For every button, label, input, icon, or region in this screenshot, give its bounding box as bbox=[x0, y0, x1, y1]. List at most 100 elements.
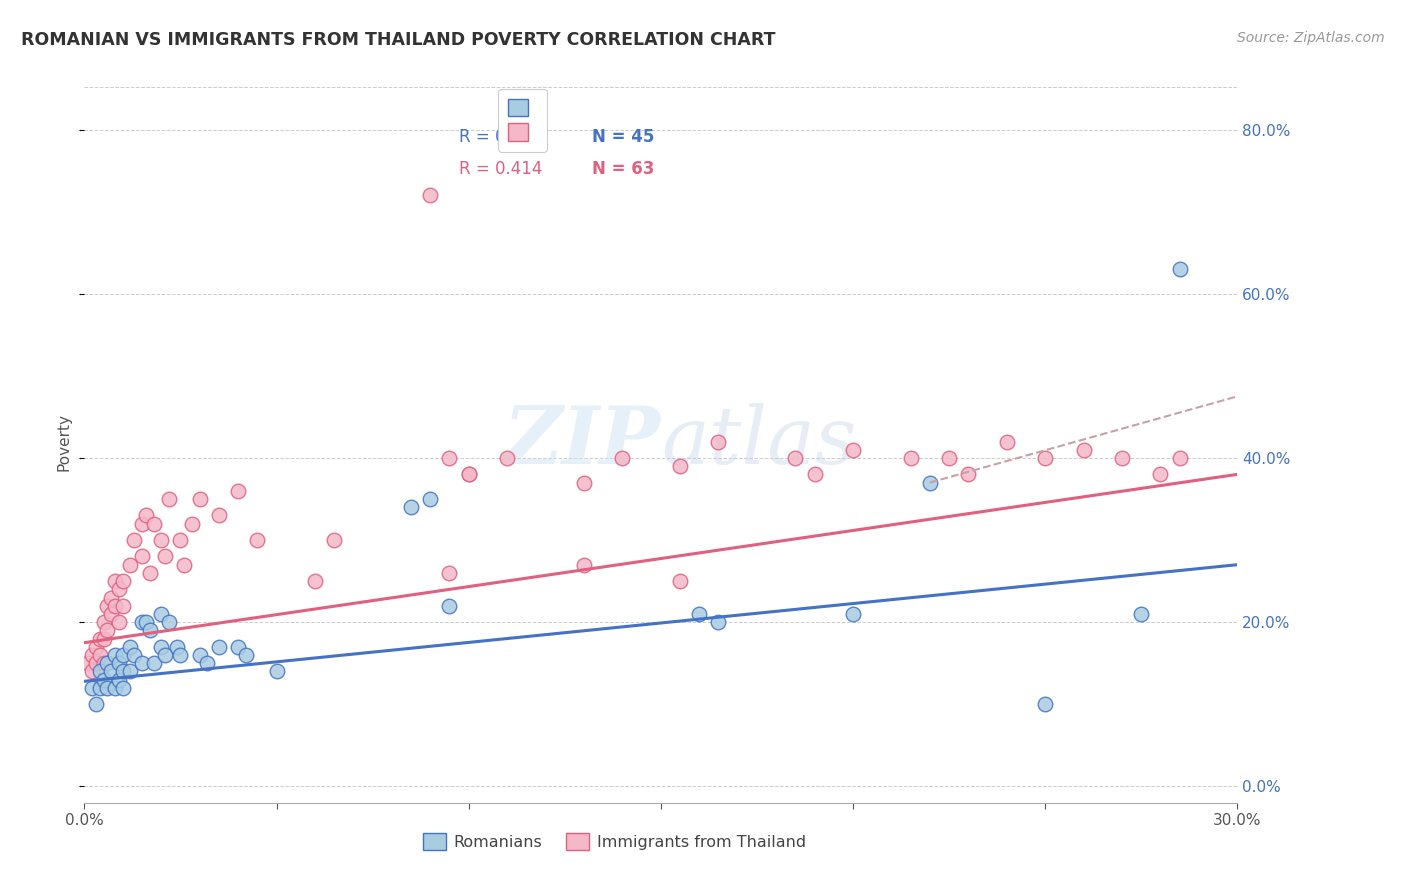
Point bbox=[226, 483, 249, 498]
Point bbox=[304, 574, 326, 588]
Point bbox=[208, 640, 231, 654]
Point bbox=[803, 467, 825, 482]
Point bbox=[135, 508, 157, 523]
Point bbox=[1168, 262, 1191, 277]
Point bbox=[918, 475, 941, 490]
Point bbox=[235, 648, 257, 662]
Point bbox=[246, 533, 269, 547]
Point bbox=[496, 450, 519, 465]
Point bbox=[995, 434, 1018, 449]
Point bbox=[157, 615, 180, 630]
Y-axis label: Poverty: Poverty bbox=[56, 412, 72, 471]
Point bbox=[108, 657, 131, 671]
Point bbox=[108, 615, 131, 630]
Point bbox=[96, 681, 118, 695]
Point bbox=[89, 648, 111, 662]
Point bbox=[96, 657, 118, 671]
Point bbox=[131, 657, 153, 671]
Point bbox=[669, 574, 692, 588]
Point bbox=[100, 591, 122, 605]
Point bbox=[900, 450, 922, 465]
Point bbox=[457, 467, 479, 482]
Point bbox=[419, 491, 441, 506]
Point bbox=[124, 648, 146, 662]
Point bbox=[1033, 698, 1056, 712]
Point bbox=[124, 533, 146, 547]
Point bbox=[153, 549, 176, 564]
Point bbox=[80, 681, 103, 695]
Point bbox=[612, 450, 634, 465]
Point bbox=[1168, 450, 1191, 465]
Point bbox=[104, 648, 127, 662]
Point bbox=[135, 615, 157, 630]
Point bbox=[169, 533, 191, 547]
Point bbox=[89, 681, 111, 695]
Point bbox=[938, 450, 960, 465]
Point bbox=[84, 657, 107, 671]
Point bbox=[120, 558, 142, 572]
Point bbox=[188, 648, 211, 662]
Point bbox=[669, 459, 692, 474]
Point bbox=[77, 657, 100, 671]
Point bbox=[131, 549, 153, 564]
Point bbox=[688, 607, 710, 621]
Point bbox=[96, 599, 118, 613]
Point bbox=[84, 640, 107, 654]
Point bbox=[120, 640, 142, 654]
Point bbox=[707, 615, 730, 630]
Point bbox=[104, 574, 127, 588]
Point bbox=[1130, 607, 1153, 621]
Point bbox=[166, 640, 188, 654]
Point bbox=[80, 665, 103, 679]
Point bbox=[150, 607, 173, 621]
Point bbox=[153, 648, 176, 662]
Point bbox=[104, 599, 127, 613]
Point bbox=[111, 574, 134, 588]
Point bbox=[84, 698, 107, 712]
Point bbox=[439, 599, 461, 613]
Text: Source: ZipAtlas.com: Source: ZipAtlas.com bbox=[1237, 31, 1385, 45]
Text: atlas: atlas bbox=[661, 403, 856, 480]
Point bbox=[957, 467, 980, 482]
Text: N = 45: N = 45 bbox=[592, 128, 654, 145]
Point bbox=[707, 434, 730, 449]
Point bbox=[208, 508, 231, 523]
Point bbox=[1033, 450, 1056, 465]
Point bbox=[439, 450, 461, 465]
Point bbox=[93, 657, 115, 671]
Point bbox=[439, 566, 461, 580]
Text: ROMANIAN VS IMMIGRANTS FROM THAILAND POVERTY CORRELATION CHART: ROMANIAN VS IMMIGRANTS FROM THAILAND POV… bbox=[21, 31, 776, 49]
Point bbox=[226, 640, 249, 654]
Point bbox=[169, 648, 191, 662]
Point bbox=[195, 657, 218, 671]
Point bbox=[89, 632, 111, 646]
Point bbox=[89, 665, 111, 679]
Point bbox=[111, 665, 134, 679]
Point bbox=[266, 665, 288, 679]
Point bbox=[111, 599, 134, 613]
Point bbox=[150, 533, 173, 547]
Point bbox=[100, 665, 122, 679]
Point bbox=[120, 665, 142, 679]
Point bbox=[96, 624, 118, 638]
Point bbox=[419, 188, 441, 202]
Point bbox=[572, 558, 595, 572]
Point bbox=[100, 607, 122, 621]
Point bbox=[138, 566, 160, 580]
Legend: Romanians, Immigrants from Thailand: Romanians, Immigrants from Thailand bbox=[418, 827, 813, 856]
Point bbox=[785, 450, 807, 465]
Point bbox=[1073, 442, 1095, 457]
Point bbox=[131, 516, 153, 531]
Point bbox=[93, 615, 115, 630]
Point bbox=[572, 475, 595, 490]
Point bbox=[111, 648, 134, 662]
Text: ZIP: ZIP bbox=[503, 403, 661, 480]
Point bbox=[142, 657, 165, 671]
Point bbox=[93, 673, 115, 687]
Point bbox=[142, 516, 165, 531]
Point bbox=[157, 491, 180, 506]
Point bbox=[1111, 450, 1133, 465]
Point bbox=[842, 607, 865, 621]
Point bbox=[399, 500, 422, 515]
Point bbox=[188, 491, 211, 506]
